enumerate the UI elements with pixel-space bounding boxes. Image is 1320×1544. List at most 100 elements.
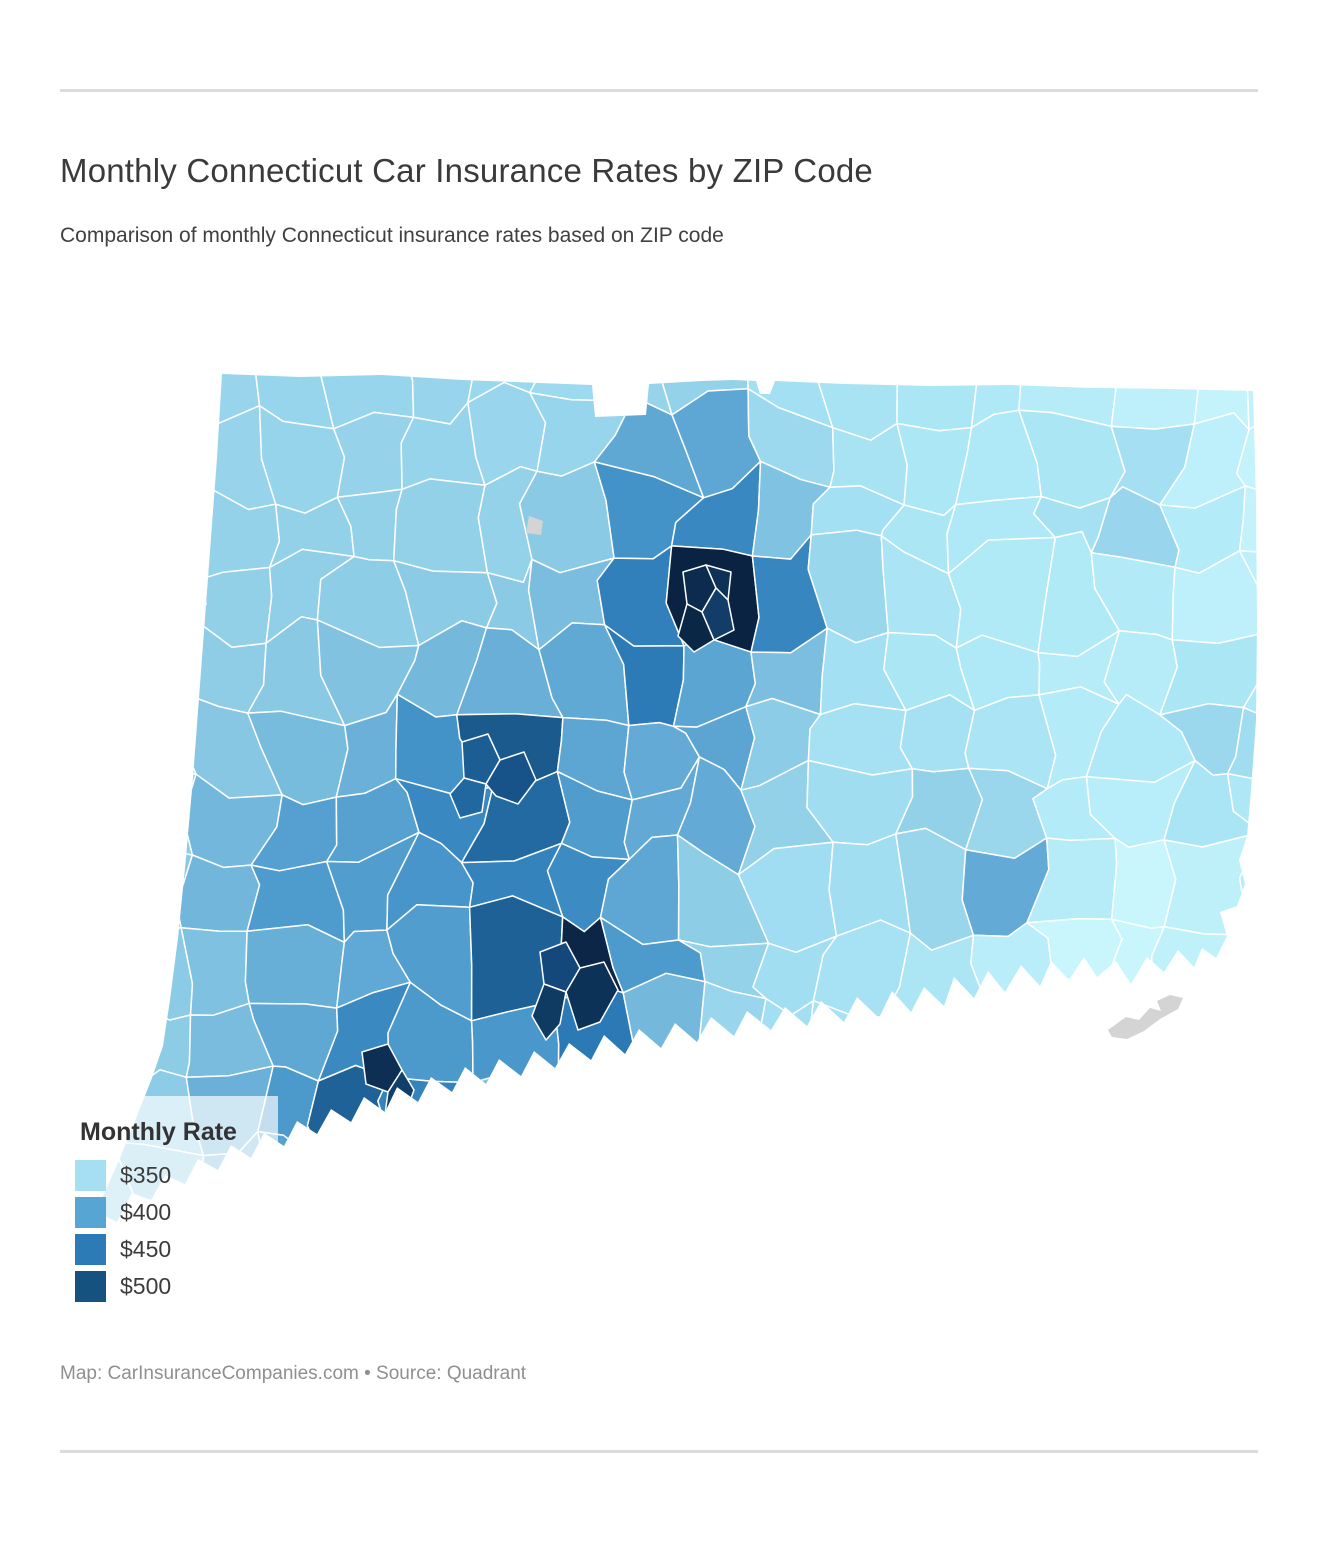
zip-region[interactable] — [1232, 1139, 1315, 1236]
zip-region[interactable] — [882, 1084, 982, 1160]
zip-region[interactable] — [122, 465, 206, 580]
legend-item: $500 — [75, 1271, 171, 1302]
zip-region[interactable] — [459, 1157, 541, 1222]
zip-region[interactable] — [42, 997, 128, 1096]
zip-region[interactable] — [114, 927, 194, 1021]
zip-region[interactable] — [1171, 550, 1263, 645]
page-subtitle: Comparison of monthly Connecticut insura… — [60, 224, 724, 247]
zip-region[interactable] — [681, 1143, 761, 1231]
zip-region[interactable] — [882, 1001, 988, 1092]
zip-region[interactable] — [593, 1213, 698, 1310]
zip-region[interactable] — [1235, 405, 1320, 499]
zip-region[interactable] — [463, 1072, 560, 1172]
zip-region[interactable] — [1246, 315, 1320, 431]
zip-region[interactable] — [586, 1169, 690, 1236]
zip-region[interactable] — [107, 767, 197, 856]
zip-region[interactable] — [321, 1132, 403, 1223]
zip-region[interactable] — [824, 1231, 916, 1323]
zip-region[interactable] — [1155, 1143, 1255, 1232]
zip-region[interactable] — [1110, 837, 1177, 929]
zip-region[interactable] — [681, 1213, 768, 1310]
zip-region[interactable] — [44, 925, 129, 1021]
zip-region[interactable] — [319, 320, 415, 430]
zip-region[interactable] — [180, 927, 250, 1017]
legend-rows: $350 $400 $450 $500 — [75, 1160, 171, 1308]
zip-region[interactable] — [43, 460, 141, 572]
zip-region[interactable] — [41, 382, 127, 477]
zip-region[interactable] — [1034, 1063, 1116, 1145]
zip-region[interactable] — [1089, 1061, 1197, 1146]
zip-region[interactable] — [1015, 1236, 1119, 1315]
zip-region[interactable] — [971, 1079, 1046, 1152]
zip-region[interactable] — [456, 1200, 541, 1296]
zip-region[interactable] — [175, 854, 261, 932]
zip-region[interactable] — [1226, 706, 1320, 789]
zip-region[interactable] — [758, 1073, 838, 1153]
zip-region[interactable] — [1238, 831, 1312, 941]
zip-region[interactable] — [525, 1200, 606, 1305]
zip-region[interactable] — [523, 1084, 619, 1171]
zip-region[interactable] — [824, 1138, 904, 1250]
zip-region[interactable] — [63, 623, 139, 722]
zip-region[interactable] — [45, 758, 112, 854]
legend: Monthly Rate $350 $400 $450 $500 — [70, 1096, 278, 1320]
legend-swatch-450 — [75, 1234, 106, 1265]
zip-region[interactable] — [1170, 1214, 1255, 1317]
attribution: Map: CarInsuranceCompanies.com • Source:… — [60, 1363, 527, 1384]
zip-region[interactable] — [735, 1216, 846, 1318]
zip-region[interactable] — [1163, 831, 1261, 936]
zip-region[interactable] — [387, 1132, 466, 1229]
page-title: Monthly Connecticut Car Insurance Rates … — [60, 152, 873, 189]
zip-region[interactable] — [1242, 615, 1320, 723]
zip-region[interactable] — [982, 1228, 1029, 1316]
zip-region[interactable] — [1033, 974, 1105, 1082]
zip-region[interactable] — [523, 1157, 596, 1230]
zip-region[interactable] — [593, 1083, 687, 1177]
zip-region[interactable] — [24, 316, 146, 404]
zip-region[interactable] — [1109, 1132, 1195, 1236]
zip-region[interactable] — [1242, 1214, 1320, 1317]
legend-label-400: $400 — [120, 1199, 172, 1225]
zip-region[interactable] — [970, 921, 1055, 1008]
zip-region[interactable] — [1232, 1053, 1320, 1162]
zip-region[interactable] — [529, 329, 634, 402]
zip-region[interactable] — [121, 331, 197, 422]
zip-region[interactable] — [975, 1142, 1047, 1244]
zip-region[interactable] — [1248, 934, 1312, 1001]
zip-region[interactable] — [136, 566, 207, 629]
zip-region[interactable] — [605, 335, 678, 416]
zip-region[interactable] — [1027, 1134, 1126, 1251]
zip-region[interactable] — [43, 566, 143, 634]
zip-region[interactable] — [617, 972, 706, 1089]
zip-region[interactable] — [895, 1230, 988, 1316]
zip-region[interactable] — [888, 1150, 987, 1244]
zip-region[interactable] — [125, 621, 199, 722]
zip-region[interactable] — [1155, 1053, 1262, 1162]
zip-region[interactable] — [107, 695, 197, 775]
zip-region[interactable] — [1163, 759, 1261, 848]
legend-item: $450 — [75, 1234, 171, 1265]
zip-region[interactable] — [809, 999, 907, 1098]
zip-region[interactable] — [824, 1082, 907, 1157]
zip-region[interactable] — [531, 983, 567, 1041]
zip-region[interactable] — [63, 699, 133, 771]
legend-item: $350 — [75, 1160, 171, 1191]
zip-region[interactable] — [45, 841, 129, 937]
zip-region[interactable] — [1116, 1221, 1195, 1306]
zip-region[interactable] — [677, 603, 715, 653]
zip-region[interactable] — [1252, 987, 1320, 1080]
zip-region[interactable] — [449, 777, 487, 819]
zip-region[interactable] — [565, 961, 619, 1031]
zip-region[interactable] — [383, 1220, 475, 1300]
zip-region[interactable] — [735, 1138, 838, 1239]
zip-region[interactable] — [321, 1209, 403, 1300]
zip-region[interactable] — [677, 1069, 773, 1171]
zip-region[interactable] — [244, 923, 346, 1009]
zip-region[interactable] — [1106, 340, 1200, 430]
zip-region[interactable] — [701, 587, 735, 641]
zip-region[interactable] — [980, 985, 1055, 1092]
zip-region[interactable] — [1238, 477, 1320, 568]
zip-region[interactable] — [392, 478, 489, 574]
legend-item: $400 — [75, 1197, 171, 1228]
zip-region[interactable] — [121, 386, 207, 486]
